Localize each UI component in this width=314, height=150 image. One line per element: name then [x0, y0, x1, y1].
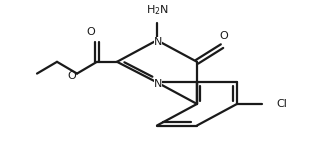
Text: O: O — [87, 27, 95, 37]
Text: N: N — [154, 37, 162, 47]
Text: H$_2$N: H$_2$N — [145, 3, 169, 17]
Text: N: N — [154, 79, 162, 89]
Text: O: O — [68, 70, 76, 81]
Text: O: O — [219, 31, 228, 41]
Text: Cl: Cl — [276, 99, 287, 109]
